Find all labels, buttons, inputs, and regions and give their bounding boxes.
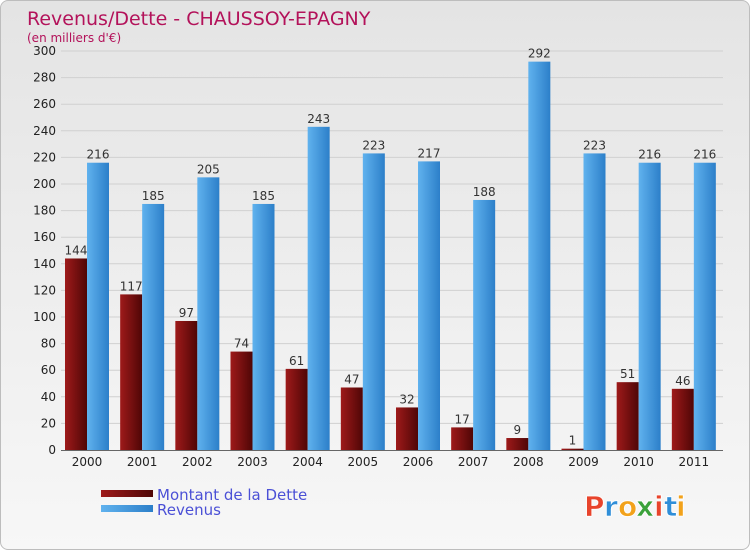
bar-revenus <box>142 203 165 450</box>
y-tick-label: 140 <box>33 257 56 271</box>
logo-letter: r <box>604 490 618 523</box>
data-label: 144 <box>65 243 88 257</box>
data-label: 46 <box>675 374 690 388</box>
data-label: 217 <box>418 146 441 160</box>
y-tick-label: 0 <box>48 443 56 457</box>
bar-debt <box>230 351 253 450</box>
x-axis-ticks: 2000 2001 2002 2003 2004 2005 2006 2007 2008 2009… <box>72 455 709 469</box>
data-label: 185 <box>142 189 165 203</box>
data-label: 223 <box>362 138 385 152</box>
y-tick-label: 240 <box>33 124 56 138</box>
y-tick-label: 80 <box>41 337 56 351</box>
y-tick-label: 60 <box>41 363 56 377</box>
bars <box>65 61 716 450</box>
data-label: 216 <box>638 148 661 162</box>
data-label: 51 <box>620 367 635 381</box>
bar-debt <box>671 388 694 450</box>
data-label: 223 <box>583 138 606 152</box>
data-label: 185 <box>252 189 275 203</box>
bar-debt <box>285 368 308 450</box>
x-tick-label: 2004 <box>292 455 323 469</box>
bar-debt <box>175 320 198 450</box>
y-tick-label: 100 <box>33 310 56 324</box>
legend-swatch-debt <box>101 490 153 497</box>
data-label: 97 <box>179 306 194 320</box>
data-label: 32 <box>399 392 414 406</box>
y-axis-ticks: 0 20 40 60 80 100 120 140 160 180 200 220 240 260 280 3… <box>33 44 56 457</box>
bar-revenus <box>638 162 661 450</box>
data-label: 243 <box>307 112 330 126</box>
data-label: 74 <box>234 337 249 351</box>
data-label: 205 <box>197 162 220 176</box>
data-label: 117 <box>120 279 143 293</box>
y-tick-label: 260 <box>33 97 56 111</box>
y-tick-label: 20 <box>41 416 56 430</box>
bar-revenus <box>87 162 109 450</box>
y-tick-label: 300 <box>33 44 56 58</box>
bar-debt <box>561 448 584 450</box>
legend-label-revenus: Revenus <box>157 501 221 519</box>
logo-letter: o <box>618 490 637 523</box>
bar-revenus <box>252 203 275 450</box>
x-tick-label: 2008 <box>513 455 544 469</box>
logo-letter: i <box>676 490 686 523</box>
y-tick-label: 200 <box>33 177 56 191</box>
bar-debt <box>340 387 363 450</box>
bar-debt <box>506 438 529 450</box>
data-label: 216 <box>87 148 110 162</box>
x-tick-label: 2002 <box>182 455 213 469</box>
bar-revenus <box>473 199 496 450</box>
x-tick-label: 2007 <box>458 455 489 469</box>
bar-revenus <box>418 161 440 450</box>
data-label: 47 <box>344 372 359 386</box>
bar-revenus <box>693 162 716 450</box>
y-tick-label: 180 <box>33 204 56 218</box>
y-tick-label: 280 <box>33 71 56 85</box>
x-tick-label: 2000 <box>72 455 103 469</box>
y-tick-label: 120 <box>33 283 56 297</box>
x-tick-label: 2005 <box>348 455 379 469</box>
logo-letter: i <box>654 490 664 523</box>
value-labels: 144 216 117 185 97 205 74 185 61 243 47 223 32 217 17 1… <box>65 47 717 448</box>
x-tick-label: 2011 <box>679 455 710 469</box>
bar-revenus <box>583 153 606 450</box>
data-label: 1 <box>569 434 577 448</box>
bar-revenus <box>528 61 551 450</box>
bar-debt <box>616 382 639 450</box>
logo-letter: P <box>584 490 605 523</box>
y-tick-label: 40 <box>41 390 56 404</box>
x-tick-label: 2001 <box>127 455 158 469</box>
bar-debt <box>396 407 418 450</box>
x-tick-label: 2009 <box>568 455 599 469</box>
y-tick-label: 160 <box>33 230 56 244</box>
bar-revenus <box>197 177 220 450</box>
chart-title: Revenus/Dette - CHAUSSOY-EPAGNY <box>27 8 371 30</box>
bar-debt <box>451 427 474 450</box>
x-tick-label: 2010 <box>623 455 654 469</box>
legend-swatch-revenus <box>101 505 153 512</box>
chart-subtitle: (en milliers d'€) <box>27 31 121 45</box>
x-tick-label: 2003 <box>237 455 268 469</box>
grid-lines <box>61 50 723 424</box>
bar-debt <box>120 294 143 450</box>
data-label: 61 <box>289 354 304 368</box>
legend-label-debt: Montant de la Dette <box>157 486 307 504</box>
data-label: 9 <box>514 423 522 437</box>
logo-letter: t <box>664 490 677 523</box>
y-tick-label: 220 <box>33 150 56 164</box>
bar-revenus <box>362 153 385 450</box>
logo-letter: x <box>636 490 654 523</box>
bar-revenus <box>307 126 330 450</box>
data-label: 292 <box>528 47 551 61</box>
x-tick-label: 2006 <box>403 455 434 469</box>
data-label: 188 <box>473 185 496 199</box>
data-label: 216 <box>693 148 716 162</box>
bar-debt <box>65 258 87 450</box>
data-label: 17 <box>455 412 470 426</box>
